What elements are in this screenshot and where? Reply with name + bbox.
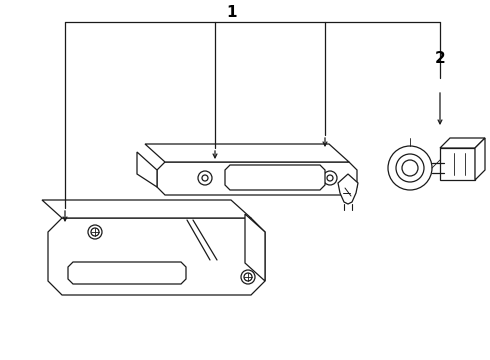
Polygon shape	[475, 138, 485, 180]
Text: 1: 1	[227, 5, 237, 19]
Polygon shape	[245, 214, 265, 281]
Polygon shape	[68, 262, 186, 284]
Text: 2: 2	[435, 50, 445, 66]
Polygon shape	[145, 144, 349, 162]
Polygon shape	[225, 165, 325, 190]
Polygon shape	[137, 152, 157, 187]
Circle shape	[91, 228, 99, 236]
Polygon shape	[440, 148, 475, 180]
Polygon shape	[440, 138, 485, 148]
Circle shape	[241, 270, 255, 284]
Polygon shape	[48, 218, 265, 295]
Polygon shape	[157, 162, 357, 195]
Polygon shape	[42, 200, 251, 218]
Circle shape	[244, 273, 252, 281]
Polygon shape	[338, 174, 358, 204]
Circle shape	[88, 225, 102, 239]
